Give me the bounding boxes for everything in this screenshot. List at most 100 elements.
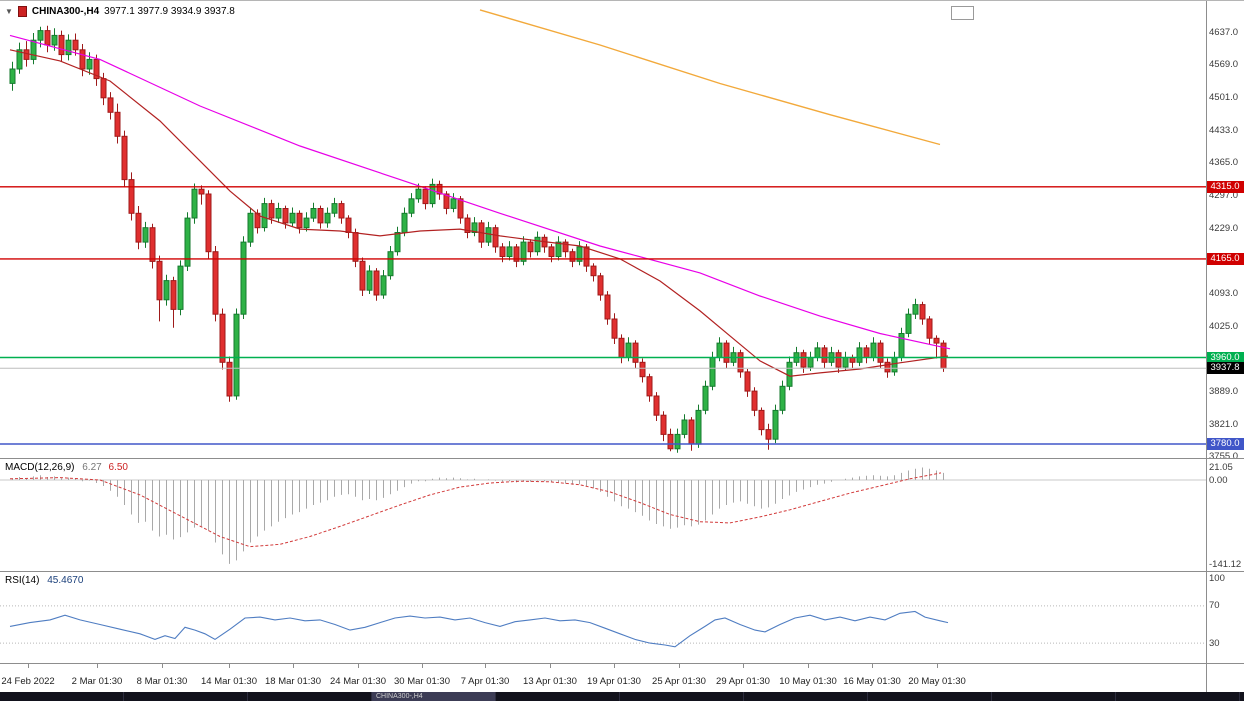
- candle-body-up: [856, 347, 863, 363]
- candle-body-up: [415, 188, 422, 200]
- candle-body-down: [198, 188, 205, 195]
- price-tick: 4229.0: [1209, 222, 1239, 234]
- candle-body-up: [506, 246, 513, 257]
- panel-separator[interactable]: [0, 571, 1244, 572]
- candle-body-down: [226, 361, 233, 397]
- macd-panel[interactable]: MACD(12,26,9) 6.27 6.50: [0, 459, 1206, 571]
- candle-body-up: [772, 409, 779, 440]
- chart-tab[interactable]: [744, 692, 868, 701]
- overlay-ma-slow: [9, 34, 951, 350]
- candle-body-down: [527, 241, 534, 253]
- candle-body-down: [548, 246, 555, 257]
- candle-body-up: [324, 212, 331, 224]
- expand-arrow-icon[interactable]: ▼: [5, 7, 13, 16]
- candle-body-down: [128, 179, 135, 214]
- time-axis[interactable]: 24 Feb 2022 2 Mar 01:30 8 Mar 01:30 14 Mar …: [0, 664, 1244, 692]
- candlestick-chart[interactable]: [0, 1, 1206, 458]
- rsi-panel[interactable]: RSI(14) 45.4670: [0, 572, 1206, 663]
- candle-body-down: [212, 251, 219, 315]
- candle-body-down: [121, 135, 128, 181]
- candle-body-down: [107, 97, 114, 113]
- time-tick: [422, 664, 423, 668]
- candle-body-down: [93, 58, 100, 80]
- candle-body-down: [877, 342, 884, 363]
- candle-body-down: [359, 260, 366, 291]
- panel-separator[interactable]: [0, 458, 1244, 459]
- price-axis[interactable]: 4637.0 4569.0 4501.0 4433.0 4365.0 4297.0 4229…: [1206, 1, 1244, 692]
- time-label: 10 May 01:30: [779, 676, 837, 687]
- chart-tab[interactable]: [620, 692, 744, 701]
- candle-body-up: [380, 275, 387, 296]
- candle-body-up: [912, 304, 919, 315]
- chart-tab-active[interactable]: CHINA300-,H4: [372, 692, 496, 701]
- candle-body-down: [933, 337, 940, 344]
- candle-body-up: [898, 333, 905, 358]
- time-label: 29 Apr 01:30: [716, 676, 770, 687]
- chart-tab[interactable]: [248, 692, 372, 701]
- time-tick: [679, 664, 680, 668]
- candle-body-down: [338, 203, 345, 219]
- macd-header: MACD(12,26,9) 6.27 6.50: [5, 462, 128, 473]
- candle-body-down: [422, 188, 429, 205]
- ohlc-values: 3977.1 3977.9 3934.9 3937.8: [104, 6, 235, 17]
- rsi-line: [9, 610, 949, 648]
- candle-body-down: [744, 371, 751, 392]
- candle-body-up: [674, 433, 681, 450]
- chart-tab[interactable]: [124, 692, 248, 701]
- candle-body-down: [443, 193, 450, 209]
- chart-tab[interactable]: [496, 692, 620, 701]
- macd-value-signal: 6.50: [108, 462, 128, 473]
- price-tick: 4365.0: [1209, 157, 1239, 169]
- candle-body-up: [86, 58, 93, 70]
- candle-body-up: [471, 222, 478, 233]
- candles-layer: [9, 25, 947, 453]
- candle-body-down: [765, 429, 772, 440]
- candle-body-up: [779, 385, 786, 411]
- chart-tab[interactable]: [868, 692, 992, 701]
- macd-chart[interactable]: [0, 459, 1206, 571]
- time-label: 19 Apr 01:30: [587, 676, 641, 687]
- candle-body-down: [114, 111, 121, 137]
- chart-tab[interactable]: [1116, 692, 1240, 701]
- rsi-chart[interactable]: [0, 572, 1206, 663]
- candle-body-down: [44, 30, 51, 46]
- chart-header: ▼ CHINA300-,H4 3977.1 3977.9 3934.9 3937…: [5, 6, 235, 17]
- candle-body-down: [79, 49, 86, 70]
- level-price-badge: 4165.0: [1206, 252, 1244, 265]
- rsi-axis-tick: 70: [1209, 600, 1220, 612]
- time-tick: [162, 664, 163, 668]
- candle-body-up: [716, 342, 723, 359]
- candle-body-down: [926, 318, 933, 339]
- candle-body-down: [583, 246, 590, 267]
- axis-separator: [1206, 1, 1207, 692]
- candle-body-down: [632, 342, 639, 363]
- time-label: 13 Apr 01:30: [523, 676, 577, 687]
- candle-body-up: [289, 212, 296, 224]
- candle-body-down: [135, 212, 142, 243]
- time-label: 18 Mar 01:30: [265, 676, 321, 687]
- candle-body-down: [639, 361, 646, 378]
- chart-tab[interactable]: [0, 692, 124, 701]
- candle-body-down: [170, 280, 177, 310]
- chart-tab[interactable]: [992, 692, 1116, 701]
- candle-body-up: [702, 385, 709, 411]
- time-tick: [614, 664, 615, 668]
- candle-body-up: [16, 49, 23, 70]
- candle-body-down: [884, 361, 891, 373]
- macd-signal-line: [9, 472, 942, 548]
- time-tick: [97, 664, 98, 668]
- main-chart-panel[interactable]: ▼ CHINA300-,H4 3977.1 3977.9 3934.9 3937…: [0, 1, 1206, 458]
- time-label: 8 Mar 01:30: [136, 676, 188, 687]
- candle-body-down: [597, 275, 604, 296]
- candle-body-down: [457, 198, 464, 219]
- candle-body-down: [464, 217, 471, 234]
- candle-body-up: [9, 68, 16, 84]
- time-tick: [743, 664, 744, 668]
- chart-corner-box: [951, 6, 974, 20]
- candle-body-up: [177, 265, 184, 310]
- price-tick: 3755.0: [1209, 450, 1239, 462]
- candle-body-up: [534, 236, 541, 253]
- candle-body-down: [800, 352, 807, 368]
- rsi-axis-tick: 30: [1209, 637, 1220, 649]
